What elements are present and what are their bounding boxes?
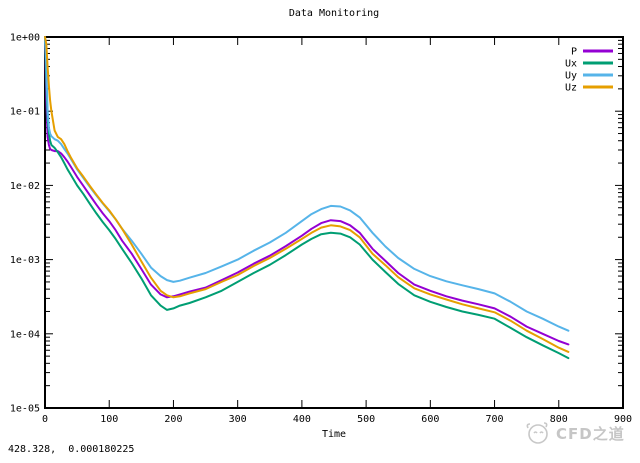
chart-title: Data Monitoring — [288, 8, 380, 19]
legend-label-P: P — [571, 47, 577, 58]
legend-label-Uz: Uz — [565, 83, 577, 94]
y-tick-label-1e-05: 1e-05 — [10, 404, 40, 415]
x-tick-label-600: 600 — [421, 414, 439, 425]
x-tick-label-900: 900 — [614, 414, 632, 425]
y-tick-label-1e-03: 1e-03 — [10, 255, 40, 266]
x-tick-label-500: 500 — [357, 414, 375, 425]
x-tick-label-300: 300 — [229, 414, 247, 425]
plot-border — [44, 36, 624, 409]
x-axis-title: Time — [321, 429, 347, 440]
watermark-text: CFD之道 — [556, 424, 625, 443]
watermark: CFD之道 — [524, 420, 625, 446]
x-tick-label-0: 0 — [42, 414, 48, 425]
y-tick-label-1e-02: 1e-02 — [10, 181, 40, 192]
x-tick-label-700: 700 — [486, 414, 504, 425]
legend-label-Ux: Ux — [565, 59, 577, 70]
y-tick-label-1e-01: 1e-01 — [10, 107, 40, 118]
mouse-coordinate-readout: 428.328, 0.000180225 — [8, 444, 135, 455]
cfd-logo-icon — [526, 422, 548, 444]
series-Ux-line — [44, 36, 570, 360]
series-Uz-line — [44, 36, 570, 353]
series-Uy-line — [44, 36, 570, 332]
series-P-line — [44, 36, 570, 346]
x-tick-label-200: 200 — [164, 414, 182, 425]
legend-label-Uy: Uy — [565, 71, 577, 82]
y-tick-label-1e+00: 1e+00 — [10, 33, 40, 44]
x-tick-label-400: 400 — [293, 414, 311, 425]
x-tick-label-800: 800 — [550, 414, 568, 425]
y-tick-label-1e-04: 1e-04 — [10, 329, 40, 340]
x-tick-label-100: 100 — [100, 414, 118, 425]
